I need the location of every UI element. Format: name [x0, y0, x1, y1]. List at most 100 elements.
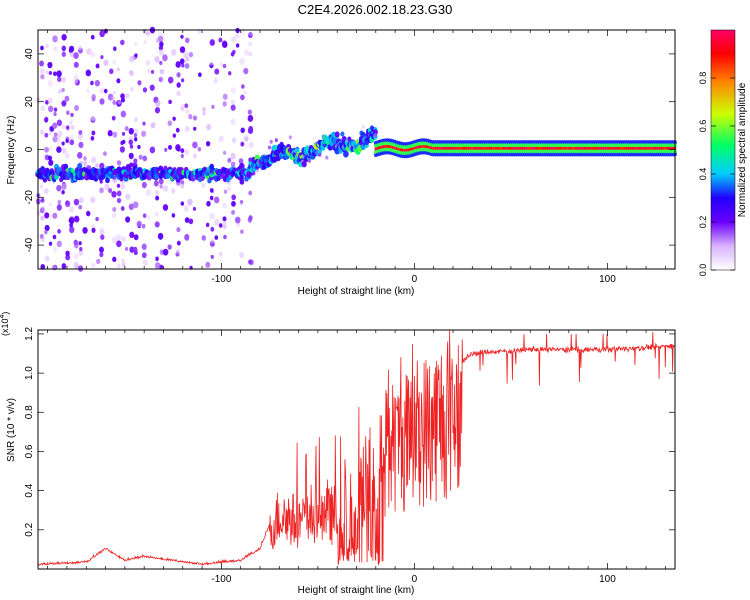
spectrogram-cell: [61, 183, 67, 190]
spectrogram-cell: [157, 35, 164, 43]
spectrogram-cell: [68, 45, 75, 53]
spectrogram-cell: [503, 146, 507, 150]
spectrogram-cell: [484, 146, 488, 150]
spectrogram-cell: [188, 113, 193, 120]
spectrogram-cell: [61, 33, 67, 41]
spectrogram-cell: [219, 62, 223, 67]
spectrogram-cell: [343, 150, 349, 158]
spectrogram-cell: [573, 146, 576, 150]
spectrogram-cell: [183, 205, 189, 212]
colorbar-tick-label: 0.4: [698, 168, 708, 181]
spectrogram-cell: [95, 63, 100, 69]
spectrogram-cell: [129, 231, 135, 239]
spectrogram-cell: [389, 145, 393, 149]
spectrogram-cell: [116, 67, 120, 72]
spectrogram-cell: [176, 82, 181, 88]
spectrogram-cell: [499, 146, 503, 150]
snr-background: [38, 330, 675, 569]
spectrogram-cell: [91, 262, 96, 268]
snr-axes: -100 0 100 0.2 0.4 0.6 0.8 1.0 1.2: [24, 327, 675, 585]
spectrogram-cell: [301, 160, 307, 168]
spectrogram-cell: [43, 187, 49, 195]
spectrogram-cell: [147, 215, 151, 220]
spectrogram-cell: [175, 248, 181, 255]
spectrogram-cell: [79, 247, 83, 252]
spectrogram-cell: [469, 146, 472, 150]
spectrogram-cell: [532, 146, 536, 150]
spectrogram-cell: [507, 146, 511, 150]
spectrogram-cell: [544, 146, 547, 150]
spectrogram-cell: [635, 146, 638, 150]
spectrogram-cell: [482, 146, 486, 150]
spectrogram-cell: [221, 41, 228, 49]
spectrogram-cell: [179, 46, 186, 54]
spectrogram-cell: [476, 146, 480, 150]
spectrogram-cell: [592, 146, 596, 150]
spectrogram-cell: [528, 146, 532, 150]
spectrogram-cell: [415, 146, 418, 150]
spectrogram-cell: [230, 104, 236, 111]
spectrogram-cell: [248, 41, 253, 47]
spectrogram-cell: [65, 250, 70, 257]
spectrogram-cell: [438, 146, 441, 150]
spectrogram-cell: [180, 153, 184, 159]
spectrogram-cell: [167, 76, 174, 84]
spectrogram-cell: [569, 146, 573, 150]
spectrogram-cell: [192, 141, 198, 149]
spectrogram-cell: [128, 127, 134, 135]
spectrogram-cell: [47, 61, 53, 69]
spectrogram-cell: [155, 195, 160, 201]
spectrogram-cell: [142, 259, 148, 266]
spectrogram-cell: [542, 146, 546, 150]
spectrogram-cell: [222, 216, 227, 222]
spectrogram-cell: [565, 146, 569, 150]
spectrogram-cell: [644, 146, 648, 150]
spectrogram-cell: [192, 206, 197, 211]
spectrogram-cell: [210, 254, 214, 259]
snr-multiplier-close: ): [0, 312, 10, 315]
spectrogram-cell: [554, 146, 557, 150]
spectrogram-cell: [105, 177, 110, 184]
spectrogram-cell: [488, 146, 491, 150]
spectrogram-cell: [463, 146, 466, 150]
spectrogram-cell: [164, 172, 171, 180]
spectrogram-cell: [606, 146, 609, 150]
spectrogram-cell: [36, 210, 41, 216]
spectrogram-cell: [613, 146, 617, 150]
spectrogram-cell: [255, 168, 259, 173]
snr-panel: -100 0 100 0.2 0.4 0.6 0.8 1.0 1.2 Height of str…: [0, 312, 676, 596]
spectrogram-cell: [399, 148, 403, 152]
spectrogram-cell: [56, 119, 63, 127]
spectrogram-cell: [274, 138, 278, 143]
spectrogram-cell: [247, 114, 254, 122]
spectrogram-cell: [171, 188, 176, 194]
spectrogram-cell: [134, 41, 138, 46]
spectrogram-cell: [117, 263, 121, 269]
spectrogram-ytick-label: -40: [24, 237, 35, 252]
spectrogram-cell: [496, 146, 499, 150]
snr-ylabel: SNR (10 * v/v): [6, 398, 17, 462]
snr-xtick-label: 0: [412, 574, 418, 585]
spectrogram-cell: [318, 152, 322, 157]
spectrogram-cell: [154, 56, 160, 63]
spectrogram-cell: [133, 158, 138, 164]
spectrogram-cell: [53, 71, 57, 76]
spectrogram-cell: [100, 234, 105, 240]
spectrogram-cell: [136, 220, 142, 228]
spectrogram-cell: [73, 239, 78, 246]
spectrogram-cell: [444, 146, 447, 150]
spectrogram-cell: [154, 189, 160, 196]
spectrogram-cell: [142, 155, 148, 162]
spectrogram-cell: [465, 146, 468, 150]
spectrogram-cell: [91, 227, 96, 233]
spectrogram-cell: [141, 252, 147, 259]
snr-xtick-label: 100: [599, 574, 616, 585]
spectrogram-cell: [197, 147, 202, 152]
spectrogram-cell: [184, 149, 190, 156]
spectrogram-cell: [361, 124, 365, 129]
spectrogram-cell: [90, 80, 94, 86]
spectrogram-cell: [109, 68, 114, 75]
spectrogram-cell: [288, 135, 292, 140]
spectrogram-cell: [52, 234, 57, 240]
